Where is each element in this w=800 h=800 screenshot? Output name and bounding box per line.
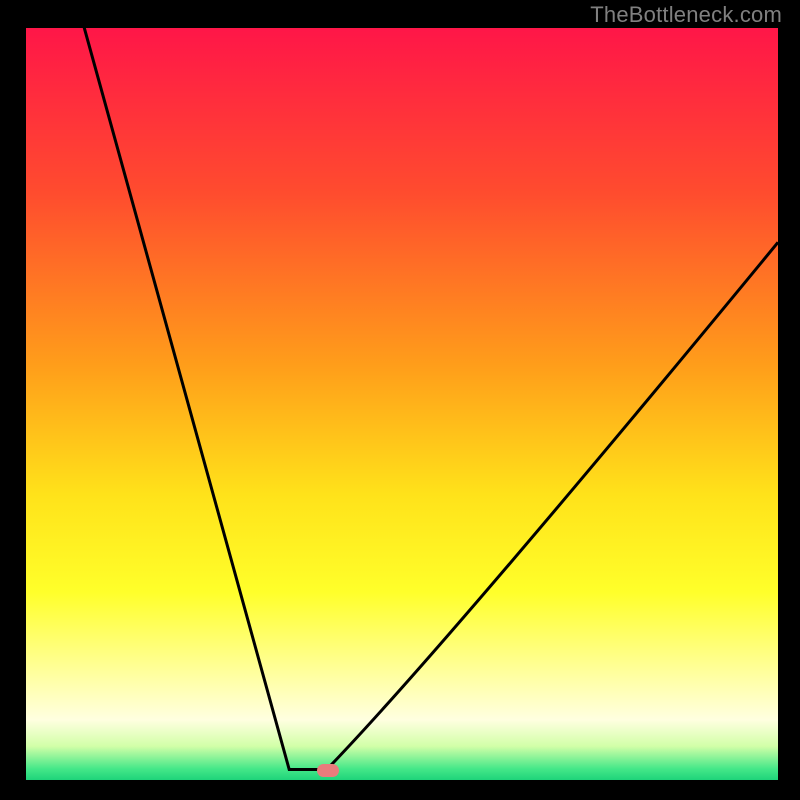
optimal-point-marker: [317, 764, 339, 777]
plot-background: [26, 28, 778, 780]
watermark-text: TheBottleneck.com: [590, 2, 782, 28]
chart-container: TheBottleneck.com: [0, 0, 800, 800]
plot-svg: [0, 0, 800, 800]
